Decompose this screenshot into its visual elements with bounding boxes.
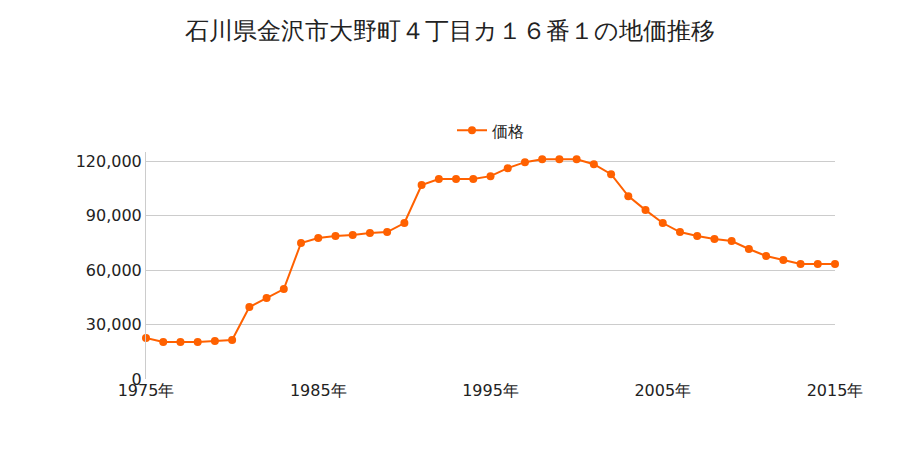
svg-text:1975年: 1975年 xyxy=(118,381,175,400)
svg-text:1995年: 1995年 xyxy=(462,381,519,400)
svg-text:1985年: 1985年 xyxy=(290,381,347,400)
svg-text:2015年: 2015年 xyxy=(807,381,864,400)
svg-text:60,000: 60,000 xyxy=(86,261,142,280)
svg-text:価格: 価格 xyxy=(492,122,524,141)
svg-text:120,000: 120,000 xyxy=(76,152,142,171)
svg-text:0: 0 xyxy=(132,370,142,389)
svg-text:30,000: 30,000 xyxy=(86,315,142,334)
svg-text:2005年: 2005年 xyxy=(634,381,691,400)
svg-text:石川県金沢市大野町４丁目カ１６番１の地価推移: 石川県金沢市大野町４丁目カ１６番１の地価推移 xyxy=(185,17,715,45)
svg-text:90,000: 90,000 xyxy=(86,206,142,225)
